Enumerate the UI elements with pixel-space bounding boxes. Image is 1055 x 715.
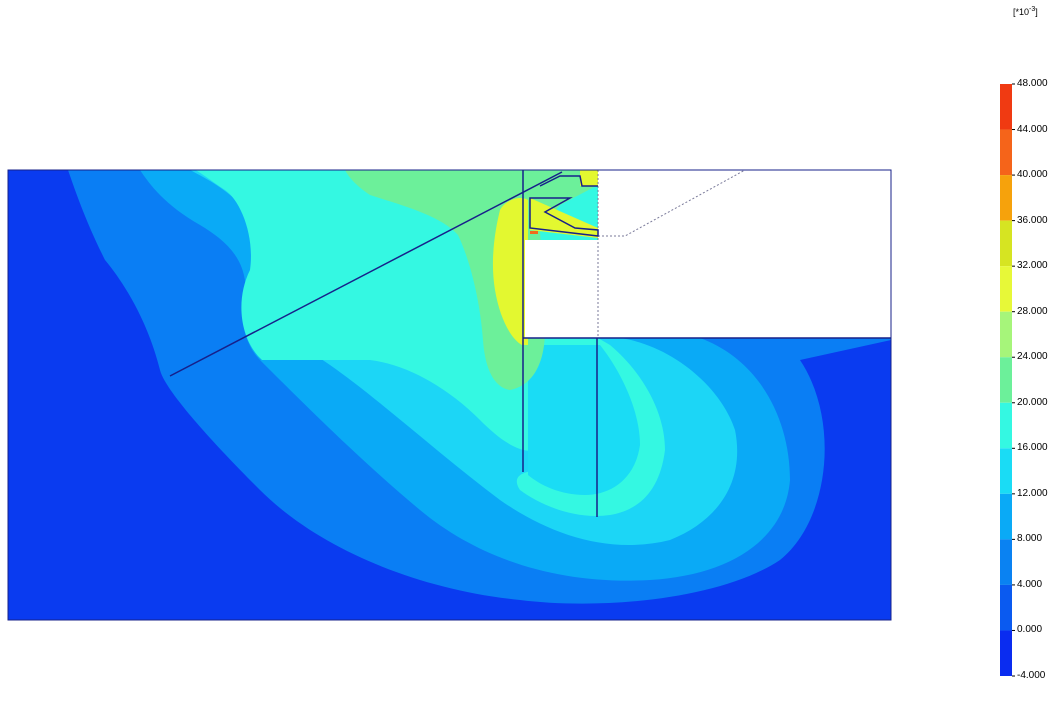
legend-tick-label: 4.000: [1017, 578, 1043, 590]
legend-tick-label: 48.000: [1017, 78, 1048, 89]
legend-band: [1000, 402, 1012, 449]
anchor-line: [169, 171, 563, 377]
legend-tick-label: 12.000: [1017, 487, 1048, 499]
legend-band: [1000, 129, 1012, 176]
legend-tick-label: 40.000: [1017, 169, 1048, 181]
legend-band: [1000, 584, 1012, 631]
legend-band: [1000, 630, 1012, 676]
legend-band: [1000, 448, 1012, 494]
legend-band: [1000, 311, 1012, 358]
legend-tick-label: 16.000: [1017, 442, 1048, 454]
top-strut: [539, 175, 598, 187]
legend-band: [1000, 539, 1012, 585]
legend-band: [1000, 357, 1012, 403]
legend-tick-label: 44.000: [1017, 123, 1048, 135]
peak-hotspot: [530, 231, 538, 234]
legend-band: [1000, 493, 1012, 540]
contour-band-28-32-cap: [580, 170, 598, 186]
legend-tick-label: 28.000: [1017, 305, 1048, 317]
legend-tick-label: 8.000: [1017, 533, 1043, 545]
legend-tick-label: -4.000: [1017, 670, 1046, 681]
legend-unit: [*10-3]: [1013, 6, 1038, 17]
legend-tick-label: 24.000: [1017, 351, 1048, 363]
legend-tick-label: 20.000: [1017, 396, 1048, 408]
legend-tick-label: 32.000: [1017, 260, 1048, 272]
middle-strut: [529, 197, 599, 237]
excavation-area: [525, 170, 891, 338]
legend-band: [1000, 84, 1012, 130]
legend-tick-label: 36.000: [1017, 214, 1048, 226]
legend-band: [1000, 175, 1012, 221]
legend-color-bar: [1000, 83, 1015, 677]
legend-tick-label: 0.000: [1017, 624, 1043, 636]
legend-band: [1000, 266, 1012, 312]
domain-outline: [7, 169, 892, 621]
contour-band-28-32: [492, 198, 528, 345]
contour-band-12-16-inner: [528, 345, 640, 495]
legend-band: [1000, 220, 1012, 267]
